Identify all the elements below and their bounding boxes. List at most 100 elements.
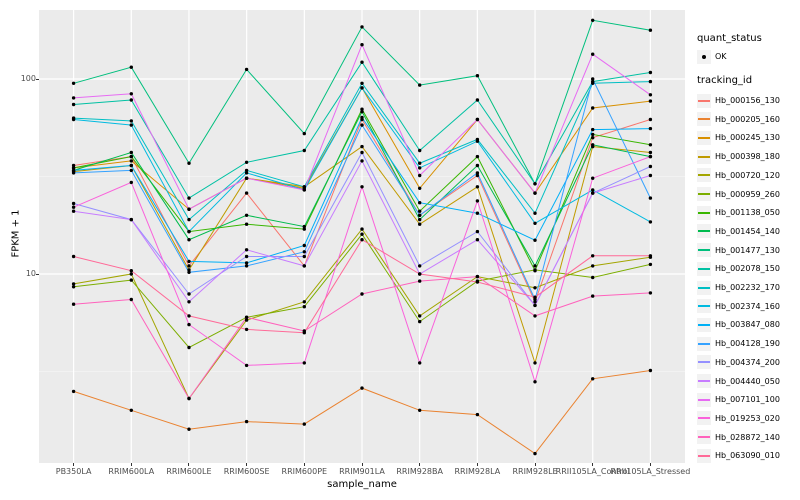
data-point (302, 300, 306, 304)
data-point (129, 408, 133, 412)
legend-label: Hb_063090_010 (715, 451, 780, 461)
data-point (475, 139, 480, 143)
legend-item: Hb_001454_140 (697, 224, 780, 239)
legend-item-ok: OK (697, 49, 727, 64)
legend-label: Hb_019253_020 (715, 413, 780, 423)
data-point (129, 163, 133, 168)
data-point (244, 160, 249, 164)
data-point (244, 363, 249, 368)
legend-label-ok: OK (715, 52, 727, 61)
data-point (187, 264, 191, 268)
data-point (591, 132, 595, 137)
legend-item: Hb_002374_160 (697, 299, 780, 314)
data-point (475, 185, 480, 189)
legend-key-swatch (697, 149, 711, 164)
data-point (187, 196, 191, 200)
series-color-line-icon (698, 193, 710, 195)
data-point (591, 294, 595, 298)
legend-item: Hb_000959_260 (697, 187, 780, 202)
series-color-line-icon (698, 99, 710, 102)
data-point (475, 98, 480, 102)
y-axis-tick (36, 273, 39, 275)
series-color-line-icon (698, 136, 710, 139)
data-point (475, 199, 480, 203)
data-point (533, 380, 537, 384)
x-axis-tick (73, 463, 75, 466)
data-point (533, 451, 537, 456)
data-point (302, 131, 306, 136)
data-point (71, 163, 76, 168)
data-point (244, 264, 249, 268)
data-point (418, 264, 422, 268)
data-point (418, 209, 422, 213)
series-color-line-icon (698, 155, 710, 158)
x-tick-label: RRIM928LE (512, 467, 558, 476)
data-point (71, 81, 76, 86)
data-point (302, 227, 306, 231)
data-point (360, 60, 364, 64)
data-point (591, 176, 595, 180)
data-point (418, 213, 422, 217)
data-point (187, 238, 191, 242)
data-point (533, 191, 537, 195)
data-point (533, 221, 537, 225)
data-point (302, 264, 306, 268)
data-point (648, 150, 653, 155)
legend-item: Hb_063090_010 (697, 448, 780, 463)
data-point (187, 300, 191, 304)
data-point (129, 180, 133, 185)
y-axis-tick (36, 78, 39, 80)
data-point (533, 211, 537, 215)
data-point (648, 93, 653, 97)
data-point (244, 315, 249, 319)
series-color-line-icon (698, 454, 710, 457)
data-point (648, 254, 653, 258)
data-point (648, 291, 653, 295)
legend-key-swatch (697, 392, 711, 407)
x-tick-label: RRIM600LE (166, 467, 212, 476)
data-point (360, 292, 364, 296)
data-point (360, 386, 364, 390)
legend-label: Hb_007101_100 (715, 395, 780, 405)
data-point (648, 117, 653, 122)
data-point (591, 52, 595, 56)
legend-item: Hb_000245_130 (697, 130, 780, 145)
legend-label: Hb_001477_130 (715, 245, 780, 255)
legend-key-swatch (697, 336, 711, 351)
data-point (244, 171, 249, 175)
data-point (418, 319, 422, 324)
series-color-line-icon (698, 361, 710, 364)
data-point (129, 98, 133, 102)
data-point (302, 185, 306, 189)
data-point (187, 161, 191, 165)
data-point (244, 327, 249, 332)
x-tick-label: RRIM600PE (281, 467, 328, 476)
data-point (533, 303, 537, 308)
data-point (648, 154, 653, 159)
legend-item: Hb_000398_180 (697, 149, 780, 164)
data-point (302, 188, 306, 192)
legend-label: Hb_003847_080 (715, 320, 780, 330)
data-point (302, 305, 306, 309)
data-point (418, 314, 422, 318)
data-point (187, 229, 191, 234)
data-point (360, 115, 364, 120)
data-point (129, 65, 133, 69)
data-point (360, 185, 364, 189)
x-axis-tick (361, 463, 363, 466)
legend-key-swatch (697, 243, 711, 258)
legend-item: Hb_001138_050 (697, 205, 780, 220)
data-point (302, 148, 306, 153)
data-point (360, 123, 364, 127)
legend-label: Hb_028872_140 (715, 432, 780, 442)
data-point (591, 127, 595, 132)
data-point (533, 238, 537, 242)
data-point (418, 148, 422, 153)
legend-label: Hb_000245_130 (715, 133, 780, 143)
series-color-line-icon (698, 230, 710, 233)
data-point (360, 43, 364, 47)
legend-item: Hb_002078_150 (697, 261, 780, 276)
data-point (533, 295, 537, 299)
data-point (360, 232, 364, 236)
data-point (71, 201, 76, 206)
